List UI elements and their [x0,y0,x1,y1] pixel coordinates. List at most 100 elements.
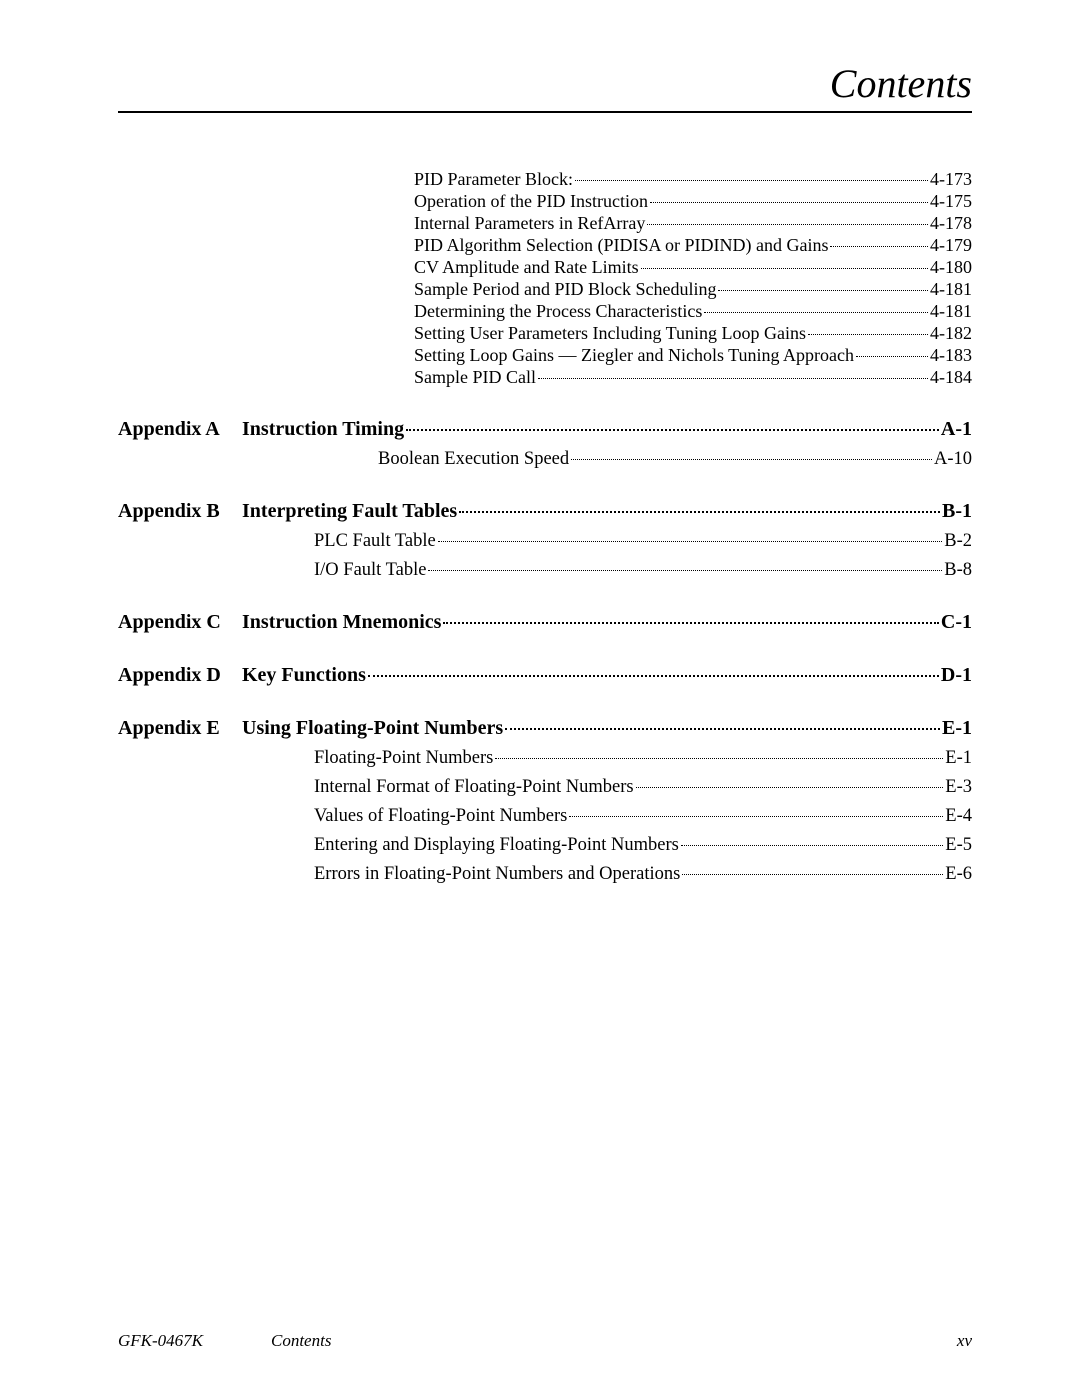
toc-leader-dots [808,334,928,335]
toc-leader-dots [406,429,939,431]
toc-entry-line: Sample PID Call 4-184 [278,367,972,388]
toc-leader-dots [368,675,939,677]
toc-leader-dots [443,622,938,624]
toc-entry: Setting User Parameters Including Tuning… [118,323,972,344]
toc-section-label: Appendix C [118,611,242,634]
toc-entry-line: I/O Fault Table B-8 [278,560,972,581]
toc-section: Appendix DKey Functions D-1 [118,664,972,687]
footer-left: GFK-0467K Contents [118,1331,331,1351]
toc-entry: PID Parameter Block: 4-173 [118,169,972,190]
toc-entry-text: Sample Period and PID Block Scheduling [414,279,716,300]
toc-entry-page: 4-179 [930,235,972,256]
toc-sub-entry: Internal Format of Floating-Point Number… [118,777,972,798]
toc-entry-line: Boolean Execution Speed A-10 [278,449,972,470]
toc-entry: CV Amplitude and Rate Limits4-180 [118,257,972,278]
page-footer: GFK-0467K Contents xv [118,1331,972,1351]
toc-entry-page: A-10 [934,449,972,470]
toc-entry: Operation of the PID Instruction4-175 [118,191,972,212]
toc-leader-dots [428,570,942,571]
toc-entry-line: Sample Period and PID Block Scheduling4-… [278,279,972,300]
toc-section-title: Interpreting Fault Tables [242,500,457,523]
toc-entry-line: Floating-Point Numbers E-1 [278,748,972,769]
toc-section: Appendix AInstruction Timing A-1 [118,418,972,441]
toc-entry-line: CV Amplitude and Rate Limits4-180 [278,257,972,278]
toc-entry-page: 4-180 [930,257,972,278]
toc-entry-line: Values of Floating-Point Numbers E-4 [278,806,972,827]
toc-leader-dots [718,290,928,291]
toc-section-page: B-1 [942,500,972,523]
toc-entry: Internal Parameters in RefArray4-178 [118,213,972,234]
toc-entry-text: Values of Floating-Point Numbers [314,806,567,827]
toc-entry-text: I/O Fault Table [314,560,426,581]
toc-section-title: Using Floating-Point Numbers [242,717,503,740]
toc-entry-page: E-4 [945,806,972,827]
toc-entry: Sample Period and PID Block Scheduling4-… [118,279,972,300]
toc-entry-line: PID Algorithm Selection (PIDISA or PIDIN… [278,235,972,256]
toc-section: Appendix EUsing Floating-Point Numbers E… [118,717,972,740]
toc-entry-text: Floating-Point Numbers [314,748,493,769]
toc-leader-dots [681,845,943,846]
toc-entry-text: Errors in Floating-Point Numbers and Ope… [314,864,680,885]
toc-entry-line: Setting User Parameters Including Tuning… [278,323,972,344]
toc-section-title: Key Functions [242,664,366,687]
footer-doc-id: GFK-0467K [118,1331,203,1351]
toc-section-label: Appendix A [118,418,242,441]
toc-entry-line: Errors in Floating-Point Numbers and Ope… [278,864,972,885]
toc-section-line: Key Functions D-1 [242,664,972,687]
toc-entry-text: Entering and Displaying Floating-Point N… [314,835,679,856]
toc-leader-dots [830,246,928,247]
toc-leader-dots [538,378,928,379]
toc-entry-line: Determining the Process Characteristics 4… [278,301,972,322]
toc-section-line: Interpreting Fault Tables B-1 [242,500,972,523]
toc-entry-line: PID Parameter Block: 4-173 [278,169,972,190]
toc-entry-text: PID Parameter Block: [414,169,573,190]
toc-entry-text: Setting User Parameters Including Tuning… [414,323,806,344]
page-content: Contents PID Parameter Block:4-173Operat… [0,0,1080,885]
toc-sections: Appendix AInstruction Timing A-1 Boolean … [118,418,972,885]
toc-section-line: Instruction Mnemonics C-1 [242,611,972,634]
toc-entry-page: E-6 [945,864,972,885]
toc-entry-text: Operation of the PID Instruction [414,191,648,212]
toc-section-page: E-1 [942,717,972,740]
toc-entry-page: E-3 [945,777,972,798]
toc-section: Appendix BInterpreting Fault Tables B-1 [118,500,972,523]
toc-leader-dots [495,758,943,759]
toc-sub-entry: Errors in Floating-Point Numbers and Ope… [118,864,972,885]
toc-entry-page: B-8 [944,560,972,581]
toc-sub-entry: PLC Fault Table B-2 [118,531,972,552]
toc-entry-page: 4-182 [930,323,972,344]
toc-entry-page: 4-178 [930,213,972,234]
toc-leader-dots [569,816,943,817]
toc-entry-page: 4-181 [930,301,972,322]
toc-entry-text: Determining the Process Characteristics [414,301,702,322]
toc-section-line: Instruction Timing A-1 [242,418,972,441]
toc-sub-entry: Boolean Execution Speed A-10 [118,449,972,470]
toc-leader-dots [641,268,928,269]
toc-section-label: Appendix B [118,500,242,523]
toc-entry: Sample PID Call 4-184 [118,367,972,388]
toc-section-page: C-1 [941,611,972,634]
toc-entry-page: E-1 [945,748,972,769]
toc-entry-line: Internal Format of Floating-Point Number… [278,777,972,798]
toc-section: Appendix CInstruction Mnemonics C-1 [118,611,972,634]
toc-section-page: A-1 [941,418,972,441]
toc-entry-text: Sample PID Call [414,367,536,388]
toc-section-page: D-1 [941,664,972,687]
toc-entry-page: E-5 [945,835,972,856]
toc-entry: Determining the Process Characteristics 4… [118,301,972,322]
toc-entry-line: Operation of the PID Instruction4-175 [278,191,972,212]
toc-entry-page: 4-173 [930,169,972,190]
toc-entry: Setting Loop Gains — Ziegler and Nichols… [118,345,972,366]
toc-entry-text: PID Algorithm Selection (PIDISA or PIDIN… [414,235,828,256]
toc-leader-dots [636,787,944,788]
toc-entry-line: Setting Loop Gains — Ziegler and Nichols… [278,345,972,366]
toc-leader-dots [505,728,940,730]
toc-leader-dots [571,459,932,460]
toc-entry-line: Internal Parameters in RefArray4-178 [278,213,972,234]
toc-entry-text: Boolean Execution Speed [378,449,569,470]
toc-entry-page: 4-184 [930,367,972,388]
page-title: Contents [830,61,972,106]
toc-leader-dots [438,541,943,542]
toc-section-title: Instruction Mnemonics [242,611,441,634]
toc-entry: PID Algorithm Selection (PIDISA or PIDIN… [118,235,972,256]
